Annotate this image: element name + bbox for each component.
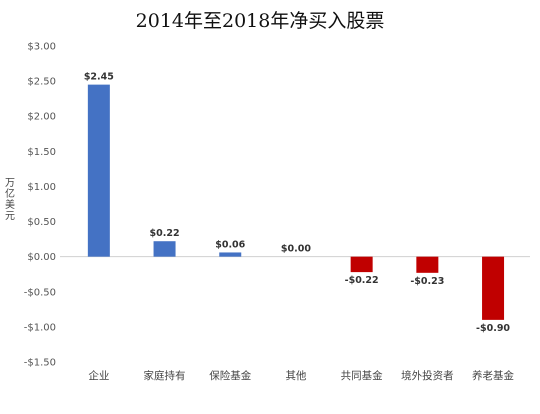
data-label: $0.06 (215, 239, 245, 250)
y-tick-label: $3.00 (27, 42, 56, 53)
y-tick-label: $1.50 (27, 147, 56, 158)
y-tick-label: -$1.50 (24, 358, 56, 369)
data-label: -$0.90 (476, 323, 510, 334)
bar (350, 256, 373, 273)
category-label: 养老基金 (472, 369, 514, 382)
y-tick-label: $0.50 (27, 217, 56, 228)
bar (153, 241, 176, 257)
category-label: 企业 (88, 369, 109, 382)
data-label: $0.00 (281, 244, 311, 255)
data-label: -$0.22 (345, 275, 379, 286)
data-label: $0.22 (150, 228, 180, 239)
category-label: 保险基金 (209, 369, 251, 382)
bar (482, 256, 505, 320)
category-label: 家庭持有 (144, 369, 186, 382)
category-label: 境外投资者 (401, 369, 454, 382)
bar (416, 256, 439, 273)
y-tick-label: -$0.50 (24, 287, 56, 298)
category-label: 其他 (285, 369, 306, 382)
chart-title: 2014年至2018年净买入股票 (135, 10, 385, 32)
y-tick-label: -$1.00 (24, 322, 56, 333)
y-tick-label: $1.00 (27, 182, 56, 193)
category-label: 共同基金 (341, 369, 383, 382)
bar (219, 252, 242, 257)
data-label: -$0.23 (410, 276, 444, 287)
y-tick-label: $0.00 (27, 252, 56, 263)
bar (87, 84, 110, 257)
data-label: $2.45 (84, 72, 114, 83)
y-tick-label: $2.00 (27, 112, 56, 123)
y-axis-title: 万亿美元 (5, 178, 15, 222)
y-tick-label: $2.50 (27, 77, 56, 88)
